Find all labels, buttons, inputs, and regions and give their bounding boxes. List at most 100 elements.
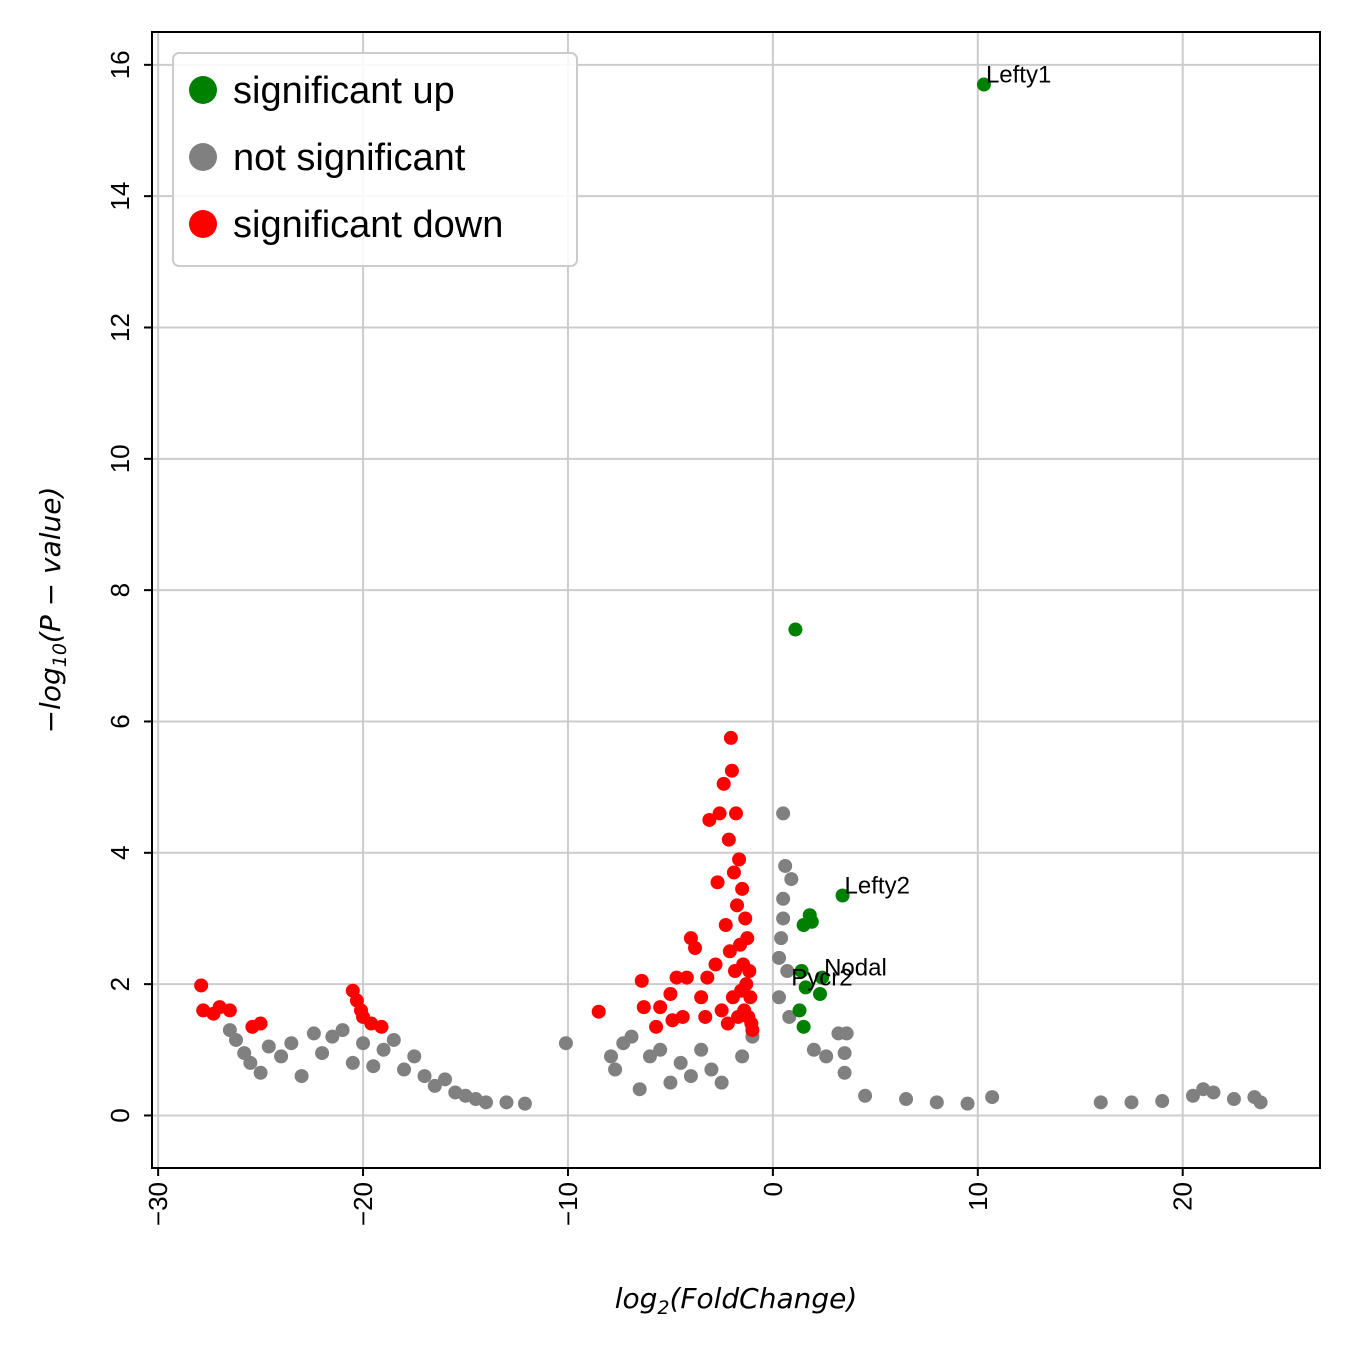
point-significant-down: [742, 964, 757, 979]
point-not-significant: [417, 1069, 432, 1084]
point-not-significant: [784, 872, 799, 887]
point-not-significant: [776, 891, 791, 906]
point-significant-up: [804, 914, 819, 929]
legend-label-significant-down: significant down: [233, 204, 503, 246]
point-not-significant: [663, 1075, 678, 1090]
point-significant-down: [722, 944, 737, 959]
plot-frame: [151, 31, 1321, 1169]
point-not-significant: [837, 1065, 852, 1080]
point-not-significant: [780, 964, 795, 979]
x-axis-label-sub: 2: [657, 1297, 669, 1319]
legend-label-not-significant: not significant: [233, 137, 466, 179]
point-not-significant: [243, 1055, 258, 1070]
point-not-significant: [407, 1049, 422, 1064]
point-not-significant: [858, 1088, 873, 1103]
grid-lines: [152, 32, 1320, 1168]
point-significant-down: [669, 970, 684, 985]
x-tick-label: 20: [1168, 1182, 1198, 1211]
annotation-lefty1: Lefty1: [986, 62, 1051, 89]
point-significant-down: [698, 1009, 713, 1024]
point-significant-down: [649, 1019, 664, 1034]
y-axis-label: −log10(P − value): [34, 487, 71, 734]
point-significant-down: [739, 977, 754, 992]
point-significant-down: [374, 1019, 389, 1034]
annotation-lefty2: Lefty2: [845, 872, 910, 899]
point-significant-down: [702, 812, 717, 827]
point-significant-down: [636, 1000, 651, 1015]
point-significant-down: [694, 990, 709, 1005]
point-not-significant: [632, 1082, 647, 1097]
point-significant-up: [813, 986, 828, 1001]
point-significant-down: [729, 806, 743, 821]
point-not-significant: [356, 1036, 371, 1051]
point-significant-down: [700, 970, 715, 985]
point-significant-down: [675, 1009, 690, 1024]
x-axis-label-base: log: [615, 1282, 658, 1315]
legend-box: [172, 52, 578, 267]
y-tick-label: 8: [105, 583, 135, 597]
point-not-significant: [704, 1062, 719, 1077]
point-significant-up: [976, 77, 991, 92]
point-not-significant: [479, 1095, 494, 1110]
point-significant-down: [688, 941, 703, 956]
point-significant-down: [723, 730, 738, 745]
annotation-pycr2: Pycr2: [791, 964, 852, 991]
point-not-significant: [325, 1029, 340, 1044]
x-axis-label: log2(FoldChange): [615, 1282, 858, 1319]
point-significant-down: [726, 865, 741, 880]
data-points: [194, 77, 1268, 1111]
point-significant-down: [735, 881, 750, 896]
point-significant-down: [591, 1004, 606, 1019]
x-axis-label-arg: (FoldChange): [669, 1282, 857, 1315]
point-not-significant: [782, 1009, 797, 1024]
x-tick-label: −10: [553, 1182, 583, 1226]
point-significant-down: [732, 852, 747, 867]
point-not-significant: [819, 1049, 834, 1064]
point-significant-down: [730, 898, 745, 913]
point-not-significant: [772, 950, 787, 965]
point-not-significant: [714, 1075, 729, 1090]
point-not-significant: [376, 1042, 391, 1057]
point-not-significant: [774, 931, 789, 946]
y-tick-label: 2: [105, 977, 135, 991]
point-not-significant: [261, 1039, 276, 1054]
point-not-significant: [499, 1095, 514, 1110]
point-not-significant: [1155, 1094, 1170, 1109]
point-not-significant: [229, 1032, 244, 1047]
point-not-significant: [253, 1065, 268, 1080]
point-significant-down: [194, 978, 209, 993]
point-not-significant: [899, 1092, 914, 1107]
point-significant-down: [708, 957, 723, 972]
point-not-significant: [776, 806, 791, 821]
point-not-significant: [284, 1036, 299, 1051]
point-not-significant: [1253, 1095, 1268, 1110]
y-axis-label-sub: 10: [49, 643, 71, 667]
point-significant-down: [743, 990, 758, 1005]
point-not-significant: [366, 1059, 381, 1074]
point-significant-up: [788, 622, 803, 637]
point-not-significant: [806, 1042, 821, 1057]
point-not-significant: [558, 1036, 573, 1051]
point-significant-up: [835, 888, 850, 903]
point-significant-down: [745, 1023, 760, 1038]
point-not-significant: [1185, 1088, 1200, 1103]
point-not-significant: [735, 1049, 750, 1064]
point-not-significant: [929, 1095, 944, 1110]
point-not-significant: [294, 1069, 309, 1084]
point-not-significant: [694, 1042, 709, 1057]
point-significant-down: [716, 776, 731, 791]
point-significant-down: [710, 875, 725, 890]
point-not-significant: [386, 1032, 401, 1047]
y-tick-label: 10: [105, 444, 135, 473]
point-significant-down: [721, 832, 736, 847]
point-significant-up: [792, 1003, 807, 1018]
point-significant-up: [815, 970, 830, 985]
legend-marker-not-significant: [189, 143, 217, 171]
legend-label-significant-up: significant up: [233, 70, 455, 112]
y-axis-ticks: 0 2 4 6 8 10 12 14 16: [105, 50, 152, 1123]
point-not-significant: [608, 1062, 623, 1077]
point-significant-down: [222, 1003, 237, 1018]
point-significant-down: [718, 918, 733, 933]
